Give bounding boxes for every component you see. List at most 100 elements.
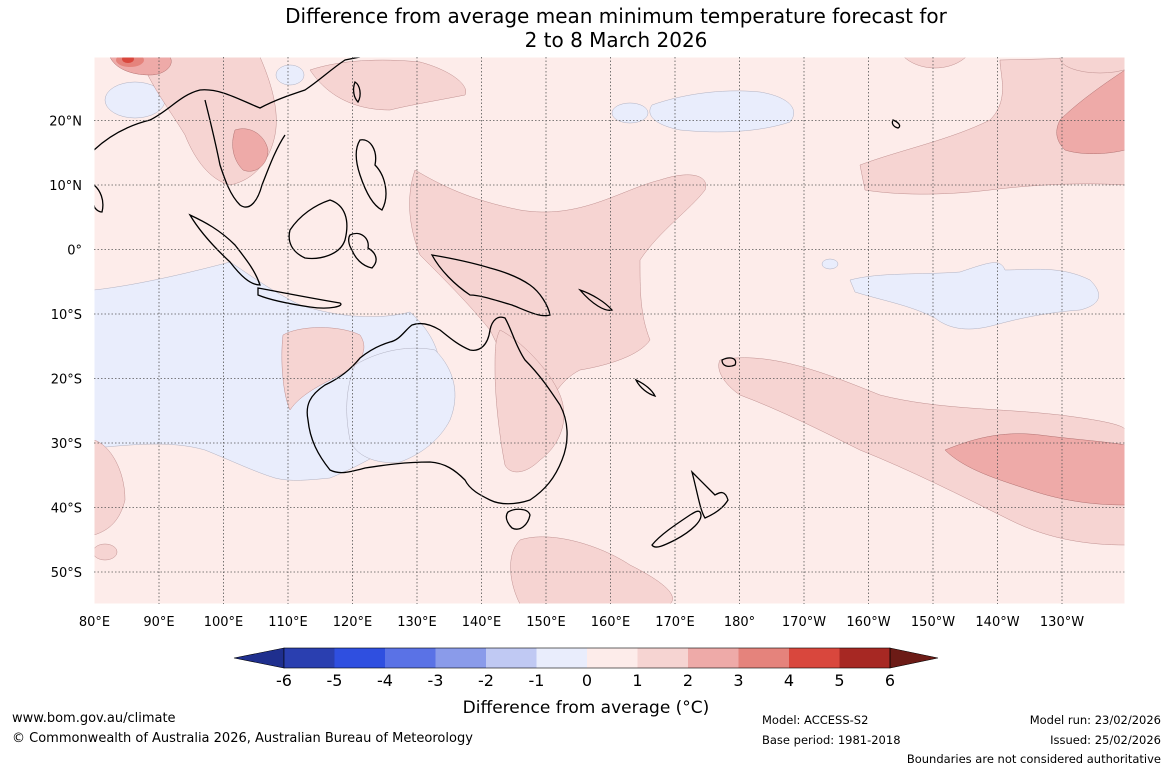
fiji-coastline — [721, 357, 737, 367]
latitude-label: 0° — [67, 244, 82, 259]
colorbar-segment — [789, 648, 840, 668]
new-zealand-north-coastline — [690, 469, 729, 519]
longitude-label: 150°W — [911, 615, 955, 630]
cool-region-small-1 — [611, 102, 649, 124]
warm-region-2-3-northeast-pacific — [1056, 69, 1125, 154]
colorbar-segment — [738, 648, 789, 668]
longitude-label: 150°E — [526, 615, 566, 630]
longitude-label: 160°W — [846, 615, 890, 630]
warm-region-east-australia — [494, 329, 565, 473]
map-title: Difference from average mean minimum tem… — [0, 4, 1173, 52]
australia-coastline — [306, 316, 568, 505]
warm-region-small-3 — [1059, 57, 1125, 74]
map-frame — [93, 56, 1126, 605]
hawaii-coastline — [891, 119, 901, 129]
longitude-label: 170°E — [655, 615, 695, 630]
colorbar-label: Difference from average (°C) — [462, 698, 710, 718]
longitude-label: 120°E — [333, 615, 373, 630]
colorbar-tick-label: 4 — [784, 671, 794, 690]
cool-region-central-pacific — [849, 262, 1099, 330]
colorbar-segment — [688, 648, 739, 668]
colorbar-segment — [637, 648, 688, 668]
latitude-labels: 20°N 10°N 0° 10°S 20°S 30°S 40°S 50°S — [49, 115, 82, 582]
latitude-label: 10°S — [51, 308, 82, 323]
warm-region-coral-sea — [409, 169, 707, 461]
longitude-label: 130°W — [1040, 615, 1084, 630]
warm-region-4-5 — [122, 57, 134, 63]
colorbar-tick-label: -6 — [276, 671, 292, 690]
latitude-label: 30°S — [51, 437, 82, 452]
borneo-coastline — [288, 199, 348, 260]
india-coastline — [94, 184, 104, 213]
longitude-label: 140°W — [975, 615, 1019, 630]
colorbar-min-arrow — [233, 647, 285, 669]
colorbar-tick-label: -3 — [428, 671, 444, 690]
longitude-label: 90°E — [143, 615, 174, 630]
sulawesi-coastline — [348, 232, 377, 269]
website-link[interactable]: www.bom.gov.au/climate — [12, 711, 176, 726]
colorbar-segment — [334, 648, 385, 668]
colorbar-segment — [587, 648, 638, 668]
warm-region-tasman — [510, 536, 673, 604]
latitude-label: 40°S — [51, 502, 82, 517]
colorbar-tick-label: 2 — [683, 671, 693, 690]
cool-region-small-2 — [275, 64, 305, 86]
colorbar-tick-label: 3 — [733, 671, 743, 690]
colorbar-segment — [536, 648, 587, 668]
base-period: Base period: 1981-2018 — [762, 733, 901, 747]
latitude-label: 50°S — [51, 566, 82, 581]
warm-region-small-2 — [903, 57, 967, 69]
philippines-coastline — [355, 139, 387, 211]
longitude-labels: 80°E 90°E 100°E 110°E 120°E 130°E 140°E 150°E 16… — [79, 615, 1084, 630]
colorbar-segment — [284, 648, 335, 668]
colorbar-segment — [486, 648, 537, 668]
latitude-label: 20°S — [51, 373, 82, 388]
colorbar-tick-label: -5 — [327, 671, 343, 690]
warm-region-south-china-sea — [309, 59, 467, 111]
colorbar-max-arrow — [889, 647, 939, 669]
colorbar-tick-label: -4 — [377, 671, 393, 690]
asia-mainland-coastline — [94, 57, 361, 208]
taiwan-coastline — [352, 81, 361, 104]
new-caledonia-coastline — [634, 378, 657, 398]
model-run-date: Model run: 23/02/2026 — [1029, 713, 1161, 727]
colorbar-tick-label: 5 — [834, 671, 844, 690]
solomon-islands-coastline — [577, 288, 614, 311]
warm-region-south-pacific — [718, 357, 1125, 546]
longitude-label: 110°E — [268, 615, 308, 630]
longitude-label: 100°E — [204, 615, 244, 630]
warm-region-small-1 — [94, 543, 118, 561]
boundaries-disclaimer: Boundaries are not considered authoritat… — [906, 752, 1161, 766]
anomaly-field — [94, 57, 1125, 604]
title-line-1: Difference from average mean minimum tem… — [285, 4, 947, 28]
longitude-label: 160°E — [591, 615, 631, 630]
warm-region-west-indian — [94, 439, 126, 536]
warm-region-2-3-indochina — [232, 128, 269, 172]
longitude-label: 170°W — [782, 615, 826, 630]
java-coastline — [257, 287, 342, 309]
colorbar-tick-label: 6 — [885, 671, 895, 690]
colorbar-segment — [435, 648, 486, 668]
longitude-label: 130°E — [397, 615, 437, 630]
copyright-text: © Commonwealth of Australia 2026, Austra… — [12, 731, 473, 746]
colorbar-tick-label: 0 — [582, 671, 592, 690]
longitude-label: 80°E — [79, 615, 110, 630]
latitude-label: 10°N — [49, 179, 82, 194]
new-guinea-coastline — [430, 254, 551, 317]
longitude-label: 140°E — [462, 615, 502, 630]
colorbar-segment — [385, 648, 436, 668]
cool-region-western-australia — [346, 347, 456, 463]
colorbar-tick-label: -1 — [529, 671, 545, 690]
warm-region-north-australia — [281, 327, 365, 411]
new-zealand-south-coastline — [651, 510, 702, 548]
cool-region-small-4 — [821, 258, 839, 270]
latitude-label: 20°N — [49, 115, 82, 130]
colorbar-frame — [283, 647, 891, 669]
longitude-label: 180° — [724, 615, 755, 630]
colorbar-tick-label: -2 — [478, 671, 494, 690]
tasmania-coastline — [505, 508, 531, 530]
graticule — [94, 57, 1125, 604]
cool-region-north-pacific — [649, 90, 794, 133]
warm-region-2-3-southeast-pacific — [944, 433, 1125, 506]
